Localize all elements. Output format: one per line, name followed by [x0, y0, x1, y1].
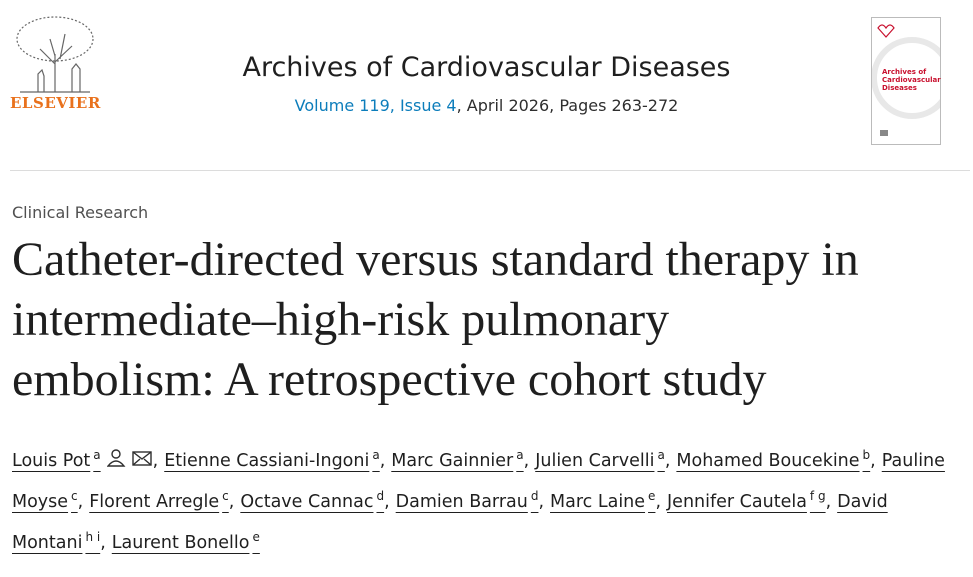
author-name: Pauline Moyse [12, 451, 945, 512]
author: Etienne Cassiani-Ingoni a [164, 448, 391, 471]
divider [10, 170, 970, 171]
author-affiliation: d [530, 489, 539, 503]
author-name: Laurent Bonello [111, 533, 250, 553]
author-name: Damien Barrau [395, 492, 528, 512]
author: Jennifer Cautela f g [667, 489, 837, 512]
author: Florent Arregle c [89, 489, 240, 512]
author-affiliation: e [648, 489, 656, 503]
journal-title[interactable]: Archives of Cardiovascular Diseases [242, 52, 731, 83]
author-affiliation: c [71, 489, 78, 503]
author-affiliation: b [862, 448, 871, 462]
author: Marc Laine e [550, 489, 667, 512]
author: Octave Cannac d [240, 489, 395, 512]
author: Marc Gainnier a [391, 448, 535, 471]
author-name: Marc Laine [550, 492, 646, 512]
author-affiliation: h i [85, 530, 101, 544]
author-link[interactable]: Louis Pot a [12, 448, 153, 471]
author-affiliation: d [376, 489, 385, 503]
author-link[interactable]: David Montani h i [12, 492, 888, 553]
author-link[interactable]: Octave Cannac d [240, 489, 385, 512]
author-name: Octave Cannac [240, 492, 374, 512]
author-link[interactable]: Etienne Cassiani-Ingoni a [164, 448, 380, 471]
author-link[interactable]: Marc Gainnier a [391, 448, 524, 471]
author-name: Louis Pot [12, 451, 91, 471]
author-affiliation: a [93, 448, 101, 462]
author-link[interactable]: Damien Barrau d [395, 489, 539, 512]
article-title: Catheter-directed versus standard therap… [12, 230, 859, 410]
author-link[interactable]: Laurent Bonello e [111, 530, 260, 553]
author-link[interactable]: Julien Carvelli a [535, 448, 665, 471]
author-name: Etienne Cassiani-Ingoni [164, 451, 370, 471]
author-link[interactable]: Pauline Moyse c [12, 451, 945, 512]
author-name: Mohamed Boucekine [676, 451, 860, 471]
author-list: Louis PotaEtienne Cassiani-IngoniaMarc G… [12, 438, 967, 561]
journal-cover[interactable]: Archives of Cardiovascular Diseases [871, 17, 941, 145]
title-line: Catheter-directed versus standard therap… [12, 233, 859, 286]
author-icons[interactable] [106, 449, 153, 467]
date-pages: , April 2026, Pages 263-272 [456, 96, 679, 115]
article-section: Clinical Research [12, 203, 149, 222]
title-line: embolism: A retrospective cohort study [12, 353, 767, 406]
cover-art [872, 24, 940, 136]
author-name: David Montani [12, 492, 888, 553]
author-affiliation: c [222, 489, 229, 503]
author-link[interactable]: Jennifer Cautela f g [667, 489, 826, 512]
author-affiliation: f g [809, 489, 826, 503]
author-name: Florent Arregle [89, 492, 220, 512]
volume-line: Volume 119, Issue 4, April 2026, Pages 2… [0, 96, 973, 115]
author: Mohamed Boucekine b [676, 448, 881, 471]
author-name: Jennifer Cautela [667, 492, 807, 512]
author-affiliation: e [252, 530, 260, 544]
author: Laurent Bonello e [111, 530, 260, 553]
author-affiliation: a [372, 448, 380, 462]
author-link[interactable]: Florent Arregle c [89, 489, 229, 512]
publisher-name: ELSEVIER [10, 94, 101, 112]
author: Julien Carvelli a [535, 448, 676, 471]
author-affiliation: a [516, 448, 524, 462]
title-line: intermediate–high-risk pulmonary [12, 293, 670, 346]
elsevier-logo [16, 16, 94, 93]
cover-title: Archives of Cardiovascular Diseases [882, 68, 941, 92]
author-link[interactable]: Marc Laine e [550, 489, 656, 512]
author-name: Marc Gainnier [391, 451, 514, 471]
author-affiliation: a [657, 448, 665, 462]
author: Damien Barrau d [395, 489, 550, 512]
author-name: Julien Carvelli [535, 451, 655, 471]
author: Louis Pot a [12, 448, 164, 471]
author-link[interactable]: Mohamed Boucekine b [676, 448, 871, 471]
volume-link[interactable]: Volume 119, Issue 4 [294, 96, 457, 115]
